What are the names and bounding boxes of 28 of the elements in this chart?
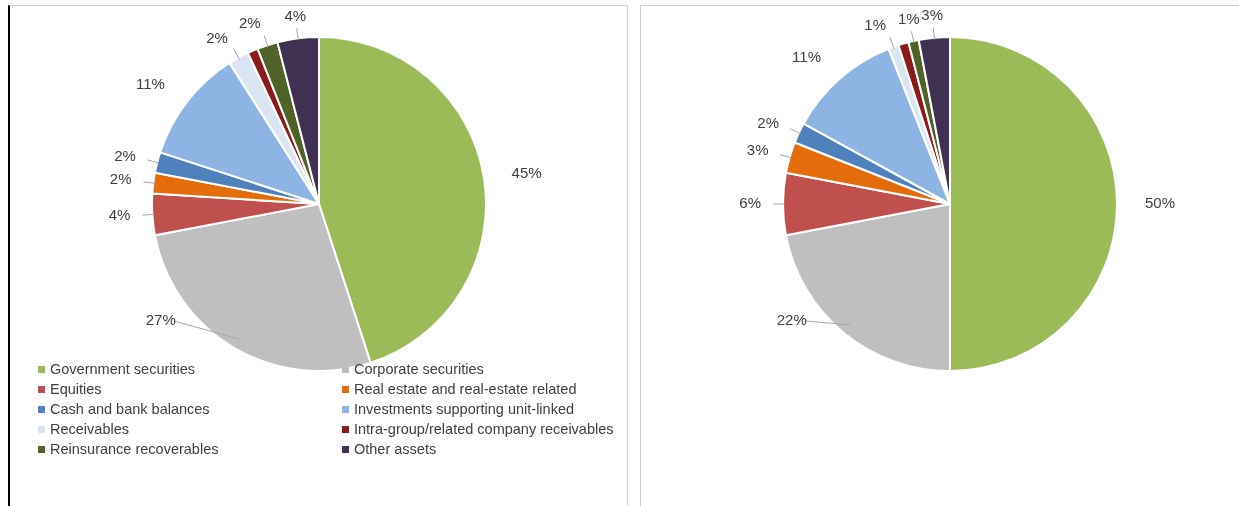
- legend-label: Receivables: [50, 421, 129, 437]
- data-label: 4%: [108, 206, 131, 224]
- data-label: 2%: [206, 28, 228, 46]
- legend-label: Corporate securities: [354, 361, 484, 377]
- legend-label: Real estate and real-estate related: [354, 381, 577, 397]
- legend-label: Investments supporting unit-linked: [354, 401, 575, 417]
- data-label: 3%: [921, 6, 944, 24]
- data-label: 50%: [1145, 194, 1176, 212]
- data-label: 6%: [739, 194, 761, 212]
- data-label: 45%: [511, 163, 542, 181]
- data-label: 27%: [145, 311, 176, 329]
- data-label: 11%: [136, 74, 165, 92]
- data-label: 11%: [792, 47, 822, 65]
- data-label: 1%: [864, 16, 886, 34]
- data-label: 2%: [238, 14, 261, 32]
- legend-label: Cash and bank balances: [50, 401, 210, 417]
- legend-label: Reinsurance recoverables: [50, 441, 219, 457]
- data-label: 2%: [109, 170, 132, 188]
- data-label: 3%: [746, 141, 769, 159]
- data-label: 1%: [897, 9, 920, 27]
- legend-label: Intra-group/related company receivables: [354, 421, 614, 437]
- data-label: 22%: [776, 311, 807, 329]
- legend-label: Government securities: [50, 361, 196, 377]
- legend-label: Other assets: [354, 441, 437, 457]
- data-label: 2%: [757, 113, 779, 131]
- legend-label: Equities: [50, 381, 102, 397]
- data-label: 4%: [284, 6, 307, 24]
- data-label: 2%: [114, 147, 136, 165]
